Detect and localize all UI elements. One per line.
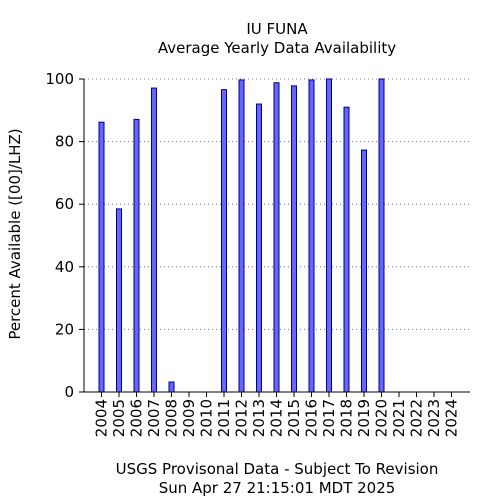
bar-2007 [151,87,157,393]
bar-2020 [378,78,385,393]
bar-2008 [168,381,175,393]
x-tick-label: 2015 [285,399,303,437]
x-tick-label: 2008 [163,399,181,437]
bar-2014 [273,82,280,393]
x-tick-label: 2018 [338,399,356,437]
bar-2006 [133,118,140,393]
y-tick-label: 80 [55,133,74,151]
x-tick-label: 2016 [303,399,321,437]
chart-subtitle: Average Yearly Data Availability [158,39,396,57]
x-tick-label: 2014 [268,399,286,437]
bars-group [98,78,385,393]
x-tick-label: 2005 [110,399,128,437]
bar-2015 [291,85,297,393]
bar-2018 [343,106,350,393]
x-tick-label: 2004 [93,399,111,437]
y-axis-ticks: 0 20 40 60 80 100 [45,70,84,401]
x-tick-label: 2019 [355,399,373,437]
x-tick-label: 2023 [425,399,443,437]
x-tick-label: 2021 [390,399,408,437]
y-tick-label: 0 [64,383,74,401]
bar-2016 [308,79,315,393]
chart-title: IU FUNA [246,20,308,38]
y-tick-label: 20 [55,320,74,338]
y-tick-label: 40 [55,258,74,276]
footer-provisional-note: USGS Provisonal Data - Subject To Revisi… [116,460,439,478]
x-tick-label: 2020 [373,399,391,437]
x-tick-label: 2010 [198,399,216,437]
x-tick-label: 2009 [180,399,198,437]
bar-2005 [116,208,122,393]
x-tick-label: 2006 [128,399,146,437]
footer-timestamp: Sun Apr 27 21:15:01 MDT 2025 [159,479,396,497]
bar-2012 [238,79,245,393]
x-tick-label: 2024 [443,399,461,437]
x-tick-label: 2013 [250,399,268,437]
y-tick-label: 100 [45,70,74,88]
bar-2017 [326,78,332,393]
x-tick-label: 2017 [320,399,338,437]
y-axis-label: Percent Available ([00]/LHZ) [6,128,24,339]
x-tick-label: 2007 [145,399,163,437]
bar-2004 [98,121,105,393]
x-axis-ticks: 2004 2005 2006 2007 2008 2009 2010 2011 2012 2013… [93,392,461,437]
bar-2019 [361,149,367,393]
bar-2013 [256,103,262,393]
x-tick-label: 2011 [215,399,233,437]
x-tick-label: 2022 [408,399,426,437]
y-tick-label: 60 [55,195,74,213]
x-tick-label: 2012 [233,399,251,437]
bar-2011 [221,89,227,393]
